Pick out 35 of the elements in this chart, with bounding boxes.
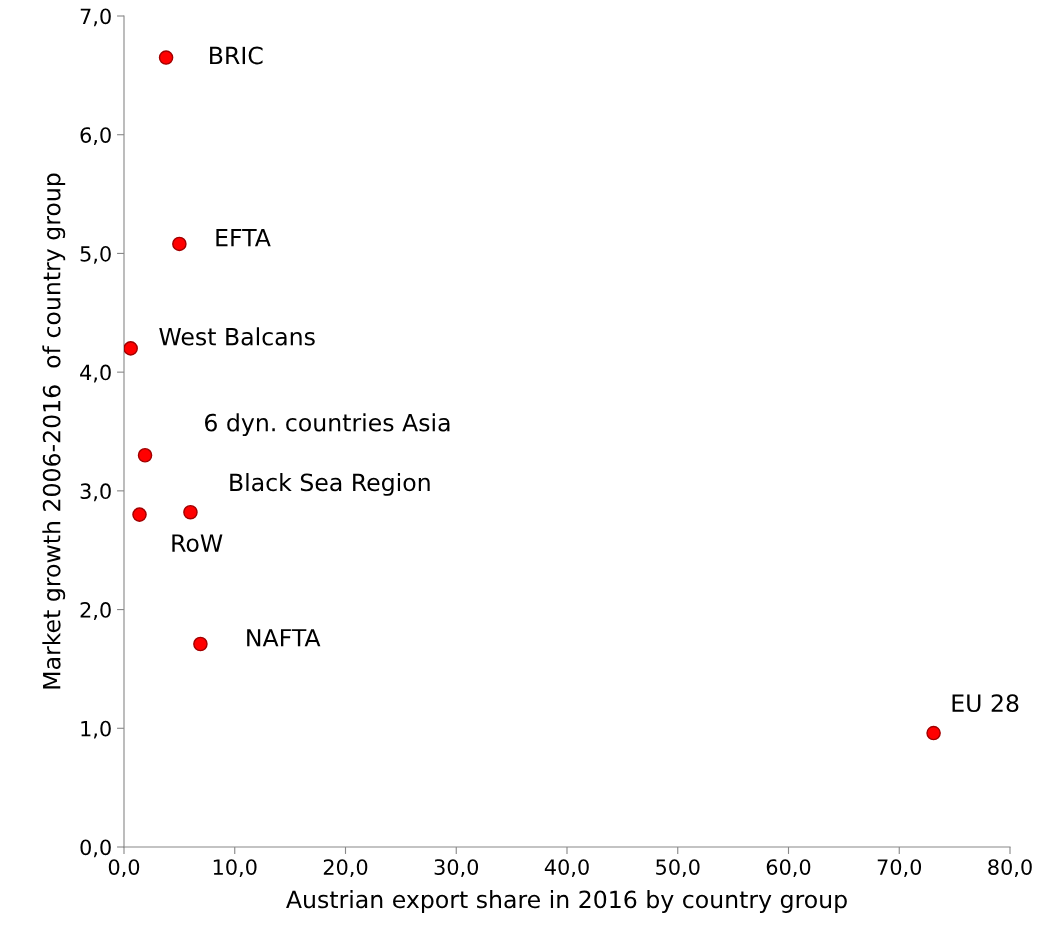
annotation: EU 28 <box>952 694 1019 713</box>
x-tick-label: 60,0 <box>766 859 811 878</box>
point <box>158 50 174 65</box>
y-tick-label: 2,0 <box>80 602 111 620</box>
annotation: West Balcans <box>159 327 315 346</box>
y-tick-label: 3,0 <box>80 483 111 502</box>
point <box>132 507 147 522</box>
x-tick-label: 10,0 <box>213 859 257 878</box>
point <box>193 636 208 652</box>
point <box>183 504 198 520</box>
y-tick-label: 7,0 <box>80 8 111 27</box>
point <box>137 447 153 463</box>
point <box>124 341 138 356</box>
annotation: Black Sea Region <box>230 473 430 496</box>
x-tick-label: 70,0 <box>877 859 922 878</box>
y-axis-title: Market growth 2006-2016 of country group <box>42 173 66 689</box>
x-tick-label: 80,0 <box>988 859 1032 878</box>
x-axis-title: Austrian export share in 2016 by country group <box>286 890 847 913</box>
annotation: RoW <box>172 534 223 553</box>
point <box>172 236 187 252</box>
annotation: 6 dyn. countries Asia <box>205 413 450 437</box>
y-tick-label: 1,0 <box>81 720 111 739</box>
x-tick-label: 40,0 <box>544 859 589 878</box>
y-tick-label: 5,0 <box>80 245 111 264</box>
x-tick-label: 50,0 <box>656 859 700 878</box>
annotation: EFTA <box>216 229 271 247</box>
y-tick-label: 4,0 <box>80 364 111 383</box>
y-tick-label: 0,0 <box>80 839 111 858</box>
x-tick-label: 0,0 <box>108 859 140 878</box>
x-tick-label: 30,0 <box>434 859 479 878</box>
x-tick-label: 20,0 <box>323 859 368 878</box>
annotation: BRIC <box>210 46 263 65</box>
point <box>926 725 941 741</box>
annotation: NAFTA <box>247 629 321 647</box>
y-tick-label: 6,0 <box>80 127 111 146</box>
